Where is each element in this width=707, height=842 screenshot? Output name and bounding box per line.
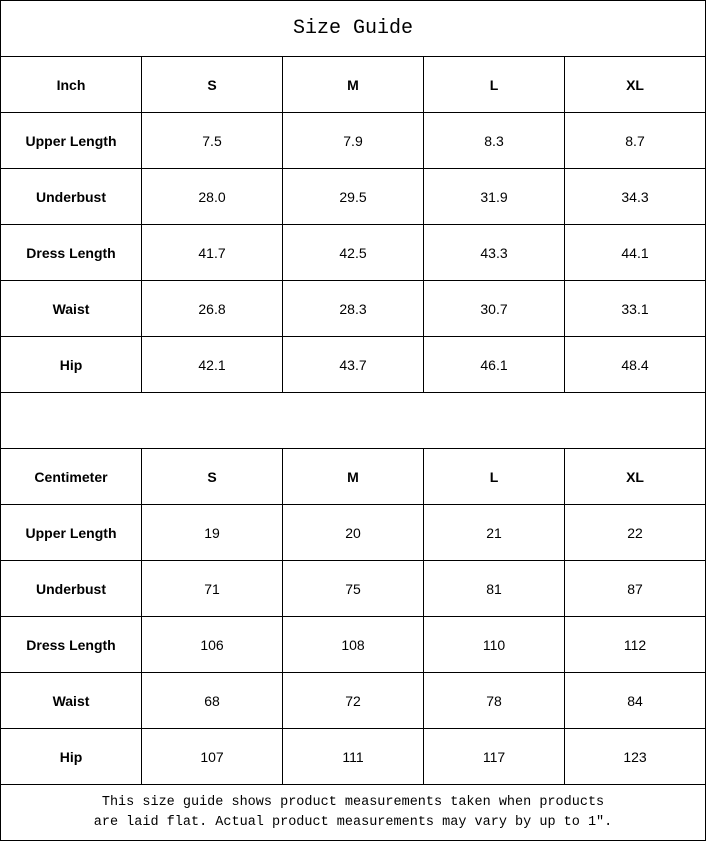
measurement-value: 107 [141,728,283,785]
measurement-value: 8.7 [563,112,707,169]
measurement-value: 26.8 [141,280,283,337]
unit-header: Inch [0,56,142,113]
measurement-value: 87 [563,560,707,617]
unit-header: Centimeter [0,448,142,505]
measurement-value: 108 [282,616,424,673]
table-row: Hip 107 111 117 123 [0,728,707,785]
size-header: M [282,56,424,113]
measurement-label: Dress Length [0,224,142,281]
measurement-value: 41.7 [141,224,283,281]
table-row: Upper Length 19 20 21 22 [0,504,707,561]
table-row: Upper Length 7.5 7.9 8.3 8.7 [0,112,707,169]
header-row: Centimeter S M L XL [0,448,707,505]
table-row: Waist 68 72 78 84 [0,672,707,729]
measurement-value: 84 [563,672,707,729]
measurement-value: 7.9 [282,112,424,169]
measurement-value: 112 [563,616,707,673]
spacer-cell [0,392,707,449]
size-note: This size guide shows product measuremen… [0,784,707,841]
measurement-value: 33.1 [563,280,707,337]
size-header: XL [563,448,707,505]
measurement-value: 72 [282,672,424,729]
measurement-value: 123 [563,728,707,785]
measurement-value: 28.3 [282,280,424,337]
measurement-value: 117 [423,728,565,785]
measurement-label: Underbust [0,168,142,225]
note-row: This size guide shows product measuremen… [0,784,707,841]
note-line: are laid flat. Actual product measuremen… [93,814,613,830]
measurement-value: 43.3 [423,224,565,281]
title-row: Size Guide [0,0,707,57]
size-header: L [423,56,565,113]
table-row: Waist 26.8 28.3 30.7 33.1 [0,280,707,337]
measurement-value: 31.9 [423,168,565,225]
measurement-value: 48.4 [563,336,707,393]
measurement-value: 7.5 [141,112,283,169]
page-title: Size Guide [0,0,707,57]
measurement-value: 110 [423,616,565,673]
measurement-value: 111 [282,728,424,785]
measurement-value: 81 [423,560,565,617]
measurement-value: 43.7 [282,336,424,393]
measurement-label: Hip [0,728,142,785]
table-row: Dress Length 41.7 42.5 43.3 44.1 [0,224,707,281]
size-header: S [141,448,283,505]
spacer-row [0,392,707,449]
table-row: Dress Length 106 108 110 112 [0,616,707,673]
measurement-value: 71 [141,560,283,617]
measurement-value: 21 [423,504,565,561]
size-header: M [282,448,424,505]
measurement-value: 28.0 [141,168,283,225]
measurement-value: 29.5 [282,168,424,225]
measurement-label: Hip [0,336,142,393]
measurement-value: 106 [141,616,283,673]
measurement-label: Dress Length [0,616,142,673]
size-header: XL [563,56,707,113]
measurement-label: Waist [0,672,142,729]
measurement-value: 46.1 [423,336,565,393]
measurement-label: Upper Length [0,504,142,561]
size-header: S [141,56,283,113]
table-row: Underbust 71 75 81 87 [0,560,707,617]
measurement-value: 78 [423,672,565,729]
measurement-value: 68 [141,672,283,729]
measurement-value: 8.3 [423,112,565,169]
measurement-value: 30.7 [423,280,565,337]
measurement-label: Underbust [0,560,142,617]
measurement-value: 19 [141,504,283,561]
measurement-value: 44.1 [563,224,707,281]
measurement-value: 20 [282,504,424,561]
measurement-label: Upper Length [0,112,142,169]
measurement-value: 75 [282,560,424,617]
size-header: L [423,448,565,505]
measurement-value: 22 [563,504,707,561]
measurement-value: 34.3 [563,168,707,225]
header-row: Inch S M L XL [0,56,707,113]
measurement-value: 42.1 [141,336,283,393]
measurement-value: 42.5 [282,224,424,281]
note-line: This size guide shows product measuremen… [101,794,605,810]
measurement-label: Waist [0,280,142,337]
table-row: Underbust 28.0 29.5 31.9 34.3 [0,168,707,225]
table-row: Hip 42.1 43.7 46.1 48.4 [0,336,707,393]
